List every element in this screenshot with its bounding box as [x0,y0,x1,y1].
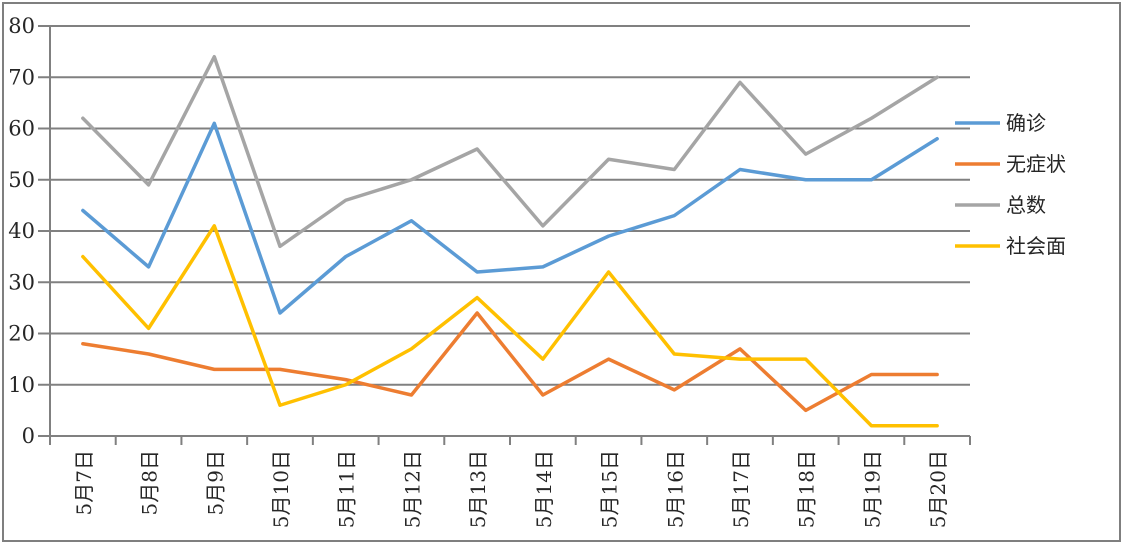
x-axis-label-1: 5月7日 [72,450,96,515]
y-axis-tick-label-0: 0 [22,424,35,448]
x-axis-label-12: 5月18日 [795,450,819,528]
y-axis-tick-label-40: 40 [8,219,35,243]
legend-label-4[interactable]: 社会面 [1006,234,1066,258]
legend-label-2[interactable]: 无症状 [1006,152,1066,176]
x-axis-label-9: 5月15日 [598,450,622,528]
series-line-3[interactable] [81,55,939,249]
x-axis-label-7: 5月13日 [466,450,490,528]
x-axis-label-14: 5月20日 [926,450,950,528]
legend-label-3[interactable]: 总数 [1006,193,1046,217]
x-axis-label-4: 5月10日 [269,450,293,528]
series-line-1[interactable] [81,121,939,315]
y-axis-tick-label-10: 10 [8,373,35,397]
y-axis-tick-label-30: 30 [8,270,35,294]
y-axis-tick-label-80: 80 [8,14,35,38]
y-axis-tick-label-50: 50 [8,168,35,192]
x-axis-label-2: 5月8日 [138,450,162,515]
x-axis-label-8: 5月14日 [532,450,556,528]
series-line-4[interactable] [81,224,939,428]
x-axis-label-10: 5月16日 [663,450,687,528]
y-axis-tick-label-60: 60 [8,117,35,141]
x-axis-label-6: 5月12日 [400,450,424,528]
series-line-2[interactable] [81,311,939,413]
x-axis-label-3: 5月9日 [203,450,227,515]
x-axis-label-5: 5月11日 [335,450,359,528]
x-axis-label-13: 5月19日 [860,450,884,528]
y-axis-tick-label-70: 70 [8,65,35,89]
y-axis-tick-label-20: 20 [8,322,35,346]
x-axis-label-11: 5月17日 [729,450,753,528]
legend-label-1[interactable]: 确诊 [1006,111,1046,135]
